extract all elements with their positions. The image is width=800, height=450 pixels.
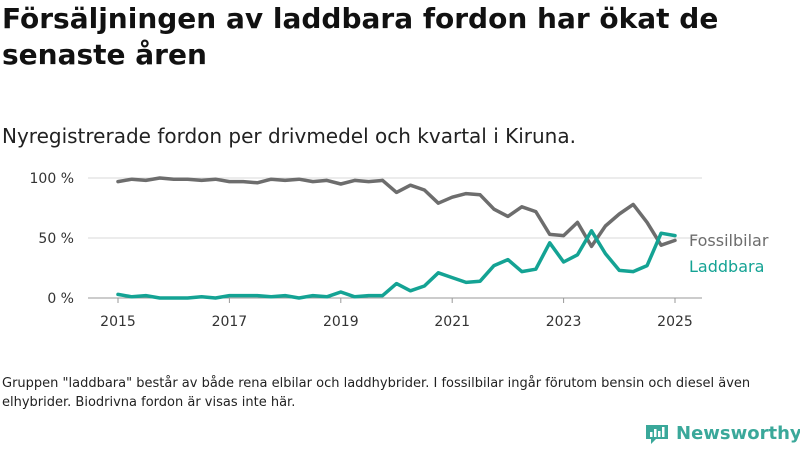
x-tick-label: 2021 bbox=[434, 314, 470, 330]
chart-title: Försäljningen av laddbara fordon har öka… bbox=[2, 2, 719, 71]
series-label-laddbara: Laddbara bbox=[689, 257, 764, 276]
newsworthy-logo-icon bbox=[646, 425, 668, 444]
series-line-laddbara bbox=[116, 229, 677, 300]
x-tick-label: 2025 bbox=[657, 314, 693, 330]
grid-layer bbox=[88, 177, 702, 299]
brand-name: Newsworthy bbox=[676, 422, 800, 444]
x-tick-label: 2015 bbox=[100, 314, 136, 330]
series-layer bbox=[116, 176, 677, 300]
chart-footnote: Gruppen "laddbara" består av både rena e… bbox=[2, 376, 751, 410]
y-tick-label: 0 % bbox=[47, 291, 74, 307]
newsworthy-logo[interactable]: Newsworthy bbox=[644, 420, 800, 446]
axis-layer: 0 % 50 % 100 % 2015 2017 2019 2021 2023 2025 bbox=[30, 171, 693, 330]
x-tick-label: 2017 bbox=[212, 314, 248, 330]
y-tick-label: 100 % bbox=[30, 171, 74, 187]
label-layer: Fossilbilar Laddbara bbox=[689, 231, 769, 276]
chart-subtitle: Nyregistrerade fordon per drivmedel och … bbox=[2, 124, 576, 148]
series-label-fossilbilar: Fossilbilar bbox=[689, 231, 769, 250]
x-tick-label: 2019 bbox=[323, 314, 359, 330]
series-line-fossilbilar bbox=[116, 176, 677, 249]
x-tick-label: 2023 bbox=[546, 314, 582, 330]
y-tick-label: 50 % bbox=[38, 231, 74, 247]
line-chart: 0 % 50 % 100 % 2015 2017 2019 2021 2023 2025 Fos… bbox=[30, 171, 769, 330]
